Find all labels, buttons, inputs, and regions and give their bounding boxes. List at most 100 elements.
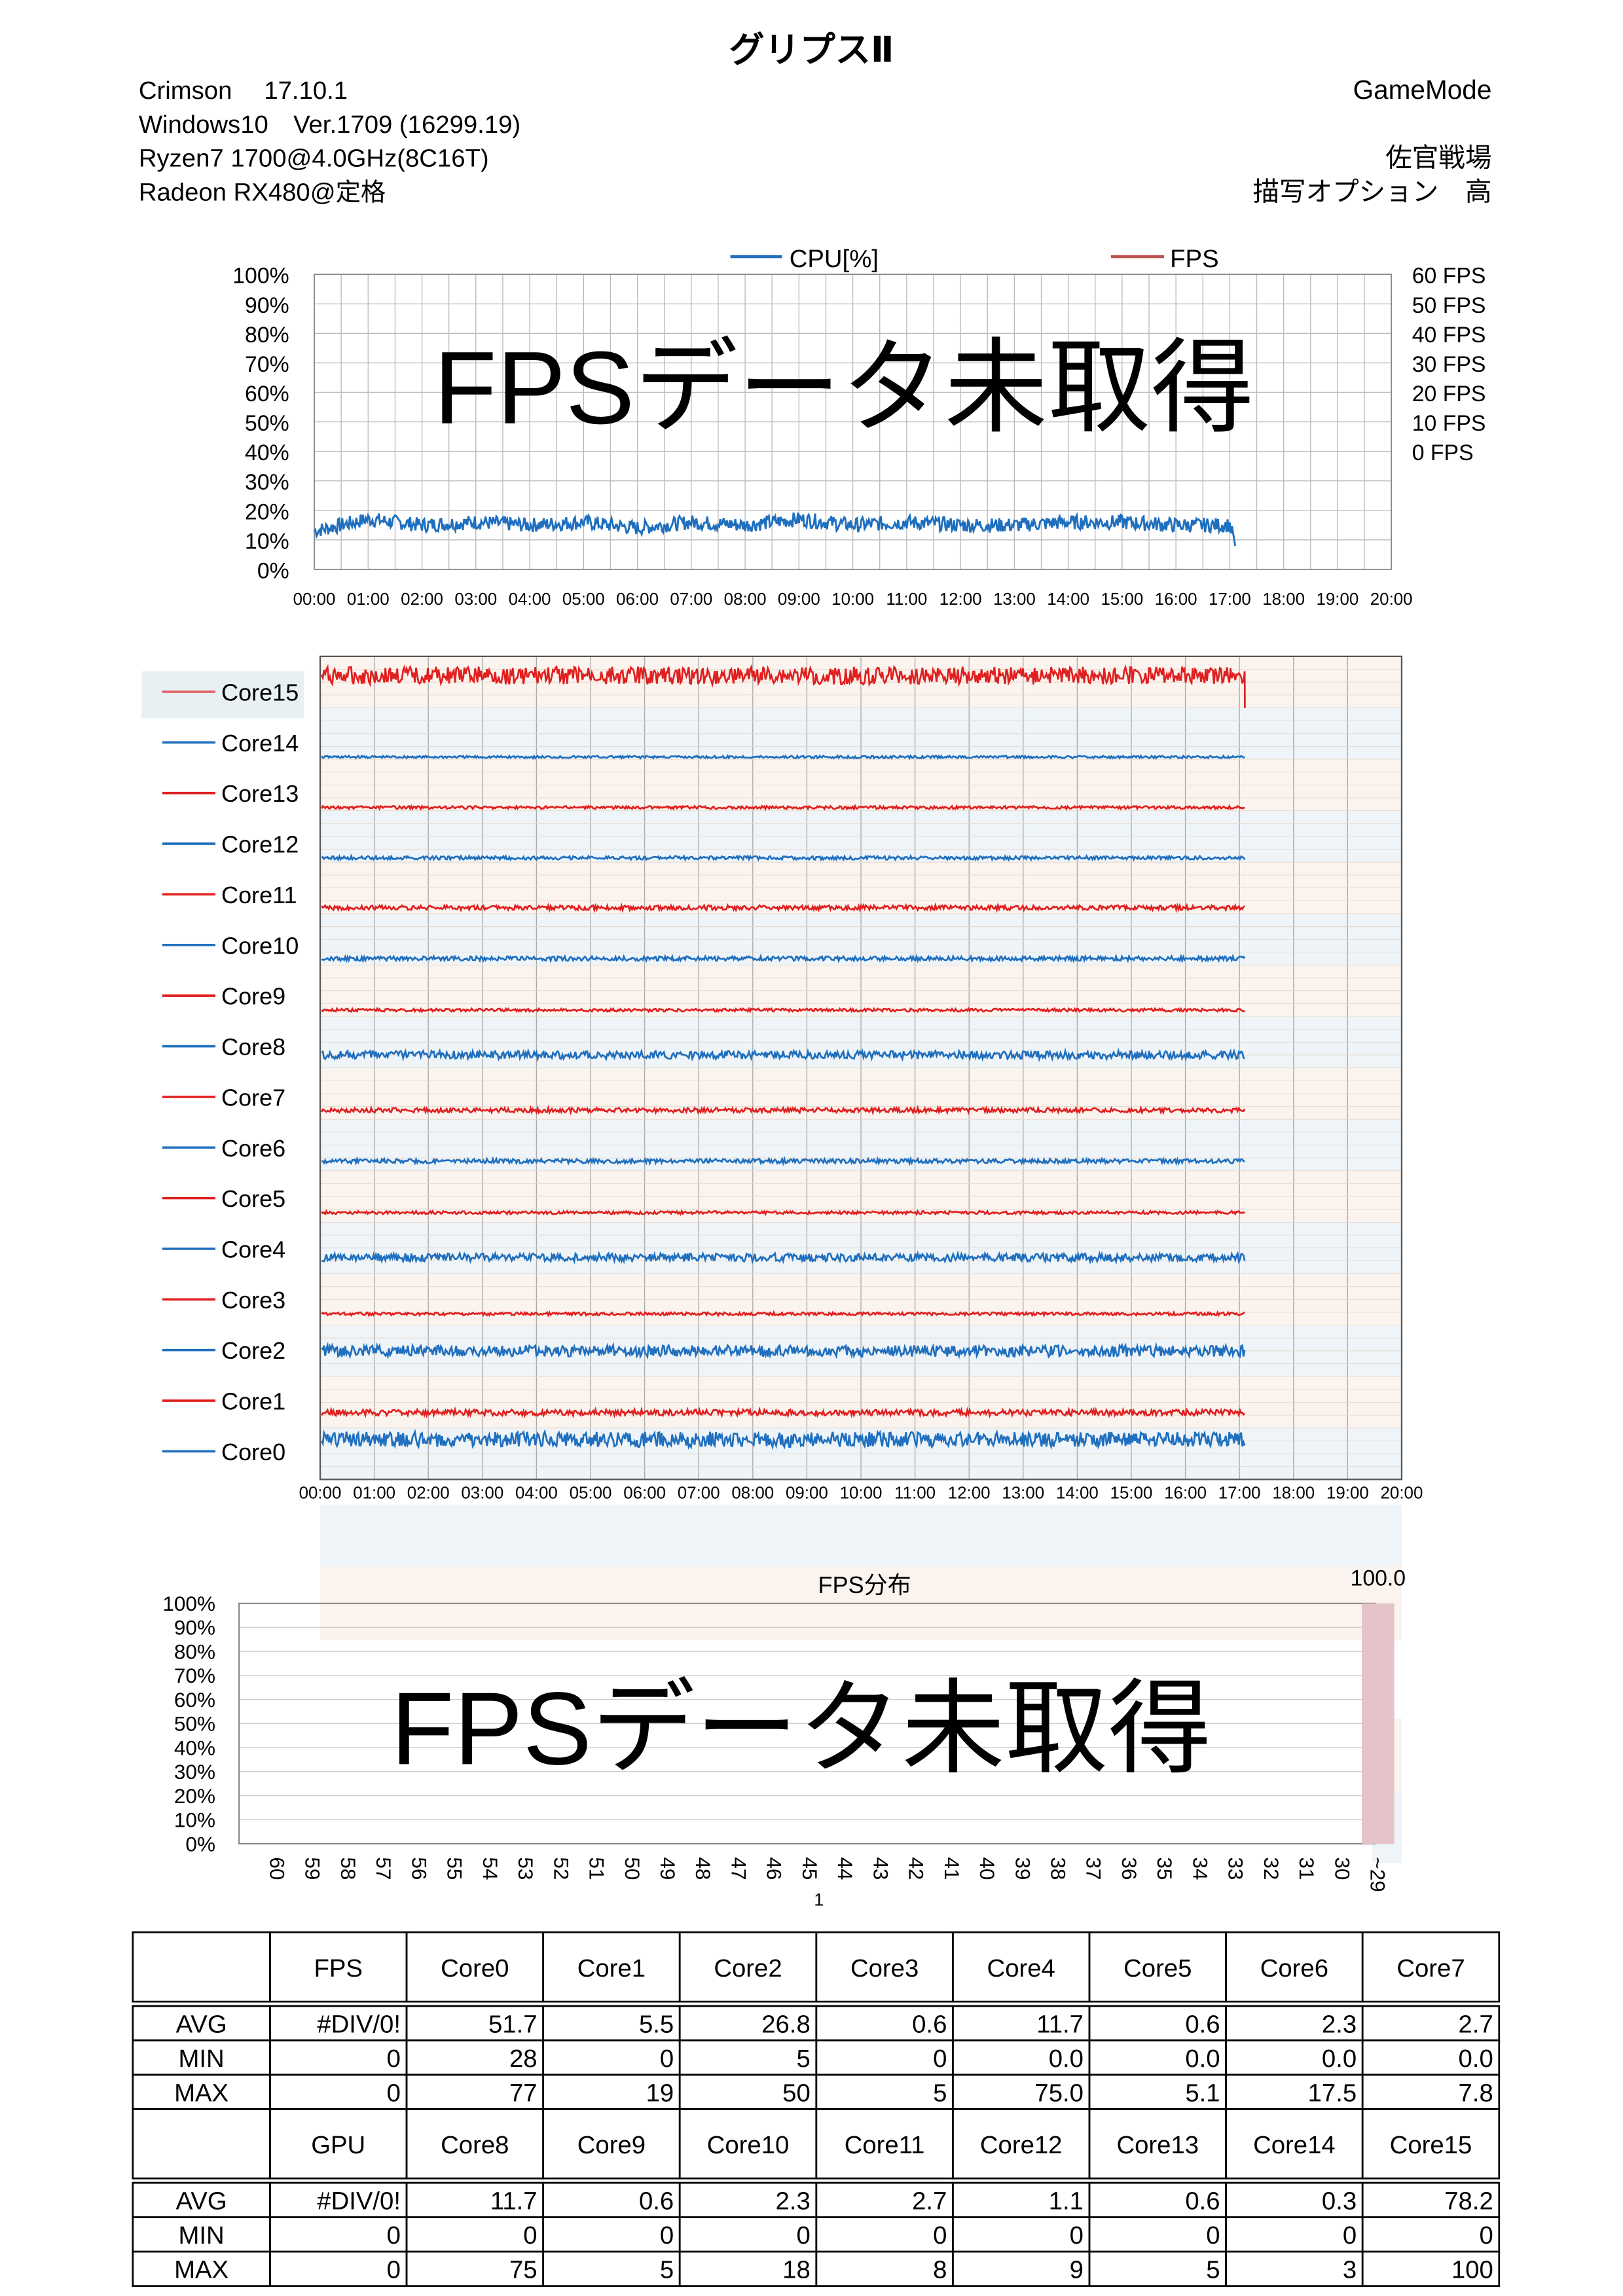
legend-label-core13: Core13	[221, 780, 299, 807]
y-tick-label: 0%	[185, 1832, 215, 1856]
table-header-core8: Core8	[441, 2131, 509, 2159]
fps-distribution-chart: FPS分布 100%90%80%70%60%50%40%30%20%10%0% 60…	[162, 1566, 1406, 1910]
cpu-fps-chart: 100% 90% 80% 70% 60% 50% 40% 30% 20% 10% 0% 60 FPS 5…	[232, 245, 1486, 609]
x-tick-label: 12:00	[939, 590, 982, 609]
table-value: 5	[796, 2045, 810, 2073]
table-value: 0	[1070, 2221, 1084, 2250]
x-tick-label: 44	[833, 1857, 857, 1880]
table-value: 0	[1479, 2221, 1493, 2250]
core-series-line-core7	[321, 1104, 1246, 1116]
legend-label-core10: Core10	[221, 932, 299, 959]
table-row-label: AVG	[176, 2011, 227, 2039]
x-tick-label: 42	[905, 1857, 928, 1880]
core-series-line-core5	[321, 1209, 1245, 1217]
core-usage-chart: Core15 Core14 Core13 Core12 Core11 Core10 Core…	[141, 655, 1423, 1641]
legend-label-core4: Core4	[221, 1236, 285, 1263]
report-title: グリプスⅡ	[729, 31, 894, 70]
y2-tick-label: 40 FPS	[1412, 323, 1486, 348]
y-tick-label: 20%	[245, 499, 289, 524]
x-tick-label: 09:00	[786, 1484, 828, 1503]
y-tick-label: 30%	[174, 1760, 215, 1784]
table-value: 2.3	[1322, 2011, 1357, 2039]
x-tick-label: 51	[585, 1857, 609, 1880]
y-tick-label: 90%	[245, 293, 289, 318]
x-tick-label: 55	[443, 1857, 467, 1880]
x-tick-label: 11:00	[894, 1484, 936, 1503]
table-value: 0.6	[912, 2011, 947, 2039]
table-value: 8	[933, 2256, 947, 2284]
info-left-line: Radeon RX480@定格	[139, 178, 386, 206]
legend-label-core15: Core15	[221, 679, 299, 706]
table-value: 3	[1343, 2256, 1357, 2284]
table-value: 75	[509, 2256, 538, 2284]
table-value: 75.0	[1034, 2079, 1084, 2108]
x-tick-label: 17:00	[1218, 1484, 1261, 1503]
table-value: 0	[387, 2221, 401, 2250]
table-value: 0.0	[1049, 2045, 1084, 2073]
x-tick-label: 35	[1153, 1857, 1176, 1880]
x-tick-label: 49	[656, 1857, 680, 1880]
y2-tick-label: 50 FPS	[1412, 293, 1486, 318]
table-row-label: MAX	[174, 2256, 228, 2284]
table-header-core13: Core13	[1116, 2131, 1199, 2159]
report-header: グリプスⅡ Crimson 17.10.1 Windows10 Ver.1709 …	[139, 31, 1492, 207]
x-tick-label: 04:00	[515, 1484, 558, 1503]
x-tick-label: 07:00	[670, 590, 712, 609]
x-tick-label: 60	[265, 1857, 289, 1880]
x-tick-label: 03:00	[461, 1484, 503, 1503]
table-value: 5.5	[639, 2011, 674, 2039]
x-tick-label: 06:00	[616, 590, 659, 609]
table-header-core10: Core10	[707, 2131, 790, 2159]
table-value: 0.6	[639, 2187, 674, 2215]
info-right-line: 描写オプション 高	[1252, 176, 1491, 206]
y-tick-label: 80%	[174, 1640, 215, 1663]
core-series-line-core1	[321, 1406, 1246, 1419]
y-tick-label: 60%	[174, 1688, 215, 1712]
table-value: 0	[933, 2221, 947, 2250]
x-tick-label: 17:00	[1209, 590, 1251, 609]
core-series-line-core10	[321, 953, 1246, 964]
x-tick-label: 01:00	[347, 590, 390, 609]
x-tick-label: 40	[976, 1857, 999, 1880]
table-header-cell	[1361, 1931, 1501, 2003]
table-value: 0	[796, 2221, 810, 2250]
table-value: 2.7	[1459, 2011, 1493, 2039]
core-series-line-core3	[321, 1310, 1245, 1318]
y2-tick-label: 10 FPS	[1412, 411, 1486, 436]
legend-label-core1: Core1	[221, 1388, 285, 1415]
x-tick-label: 33	[1224, 1857, 1248, 1880]
table-header-core4: Core4	[987, 1954, 1055, 1982]
core-series-line-core4	[321, 1250, 1246, 1265]
legend-highlight	[141, 671, 304, 719]
legend-label-core11: Core11	[221, 882, 297, 908]
x-tick-label: 47	[727, 1857, 750, 1880]
x-tick-label: 01:00	[353, 1484, 395, 1503]
core-series-line-core2	[321, 1342, 1246, 1360]
x-tick-label: 12:00	[948, 1484, 991, 1503]
x-tick-label: 02:00	[407, 1484, 450, 1503]
info-left-line: Windows10 Ver.1709 (16299.19)	[139, 111, 520, 139]
table-row-label: AVG	[176, 2187, 227, 2215]
x-tick-label: 10:00	[840, 1484, 883, 1503]
x-tick-label: 19:00	[1316, 590, 1359, 609]
no-fps-data-overlay: FPSデータ未取得	[391, 1671, 1211, 1786]
x-tick-label: 43	[869, 1857, 892, 1880]
table-value: 0.0	[1459, 2045, 1493, 2073]
table-value: 11.7	[490, 2187, 538, 2215]
x-tick-label: 38	[1047, 1857, 1070, 1880]
legend-label-core5: Core5	[221, 1185, 285, 1212]
core-series-line-core8	[321, 1047, 1245, 1062]
x-tick-label: 39	[1011, 1857, 1034, 1880]
core-series-line-core9	[321, 1007, 1245, 1014]
legend-label-core6: Core6	[221, 1135, 285, 1162]
x-tick-label: 07:00	[678, 1484, 720, 1503]
table-value: 0.0	[1185, 2045, 1220, 2073]
x-tick-label: 15:00	[1110, 1484, 1153, 1503]
table-value: 50	[782, 2079, 811, 2108]
table-value: 77	[509, 2079, 538, 2108]
legend-label-cpu: CPU[%]	[790, 245, 879, 273]
table-row-label: MIN	[179, 2221, 225, 2250]
table-header-cell	[132, 1931, 271, 2003]
table-cell	[1361, 2250, 1501, 2287]
